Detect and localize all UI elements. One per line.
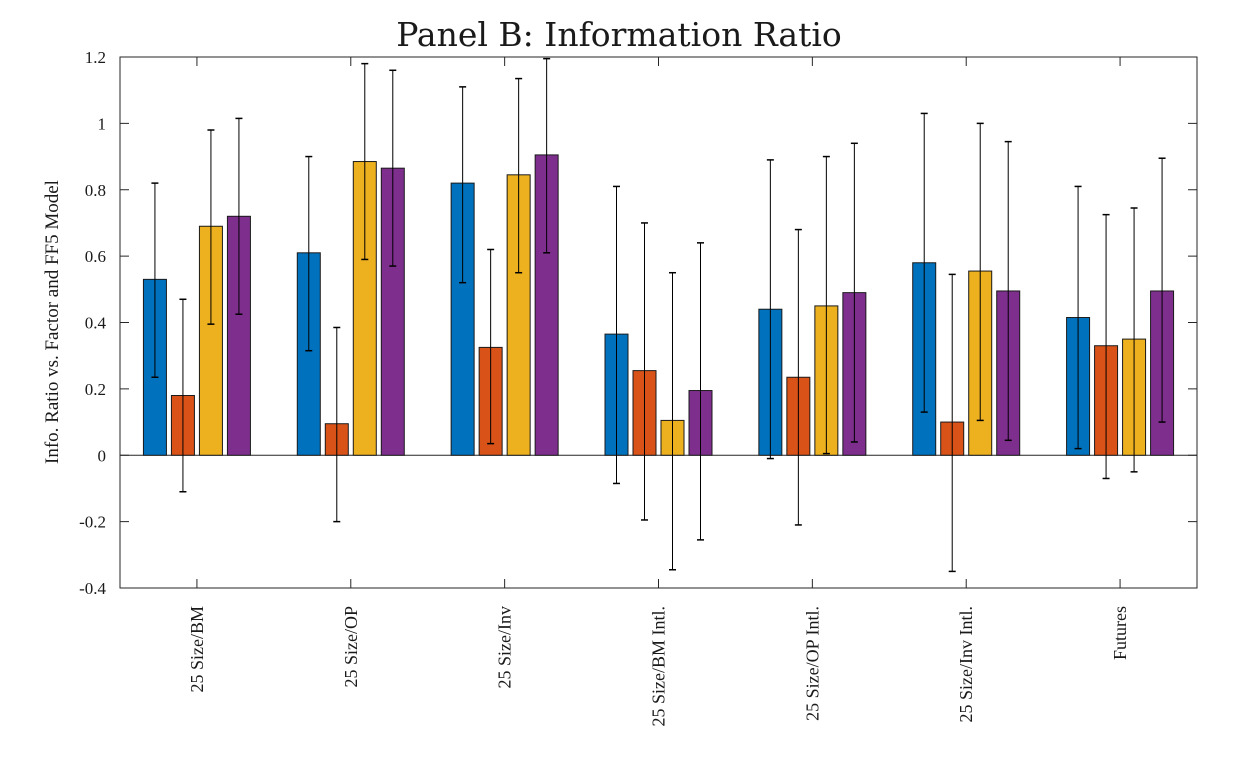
y-tick-label: 0 (98, 446, 107, 465)
y-axis-label: Info. Ratio vs. Factor and FF5 Model (42, 180, 63, 464)
x-category-label: 25 Size/BM Intl. (649, 606, 669, 727)
y-tick-label: 0.2 (85, 380, 106, 399)
y-tick-label: -0.4 (79, 579, 106, 598)
x-category-label: 25 Size/OP Intl. (802, 606, 822, 721)
plot-area: -0.4 -0.2 0 0.2 0.4 0.6 0.8 1 1.2 25 Size/BM 25 Si… (79, 48, 1198, 727)
y-tick-label: 0.8 (85, 181, 106, 200)
y-tick-label: -0.2 (79, 513, 106, 532)
x-category-label: 25 Size/BM (187, 606, 207, 693)
y-tick-label: 1 (98, 114, 107, 133)
plot-frame (119, 56, 1198, 589)
x-category-label: 25 Size/OP (341, 606, 361, 688)
x-category-label: Futures (1110, 606, 1130, 660)
chart-title: Panel B: Information Ratio (396, 15, 842, 54)
y-tick-label: 0.4 (85, 314, 107, 333)
x-category-label: 25 Size/Inv (495, 606, 515, 689)
y-tick-label: 1.2 (85, 48, 106, 67)
y-tick-label: 0.6 (85, 247, 106, 266)
x-category-label: 25 Size/Inv Intl. (956, 606, 976, 722)
